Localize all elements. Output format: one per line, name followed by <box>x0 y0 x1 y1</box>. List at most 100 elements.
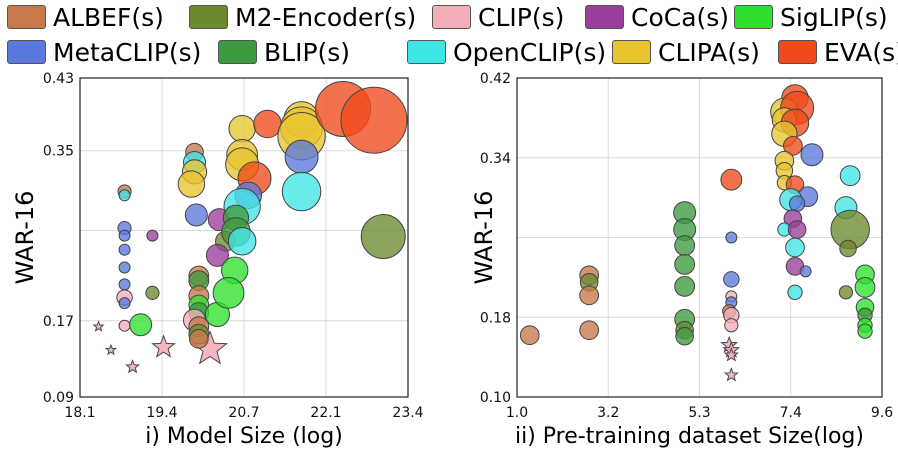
data-point <box>284 139 319 174</box>
legend-item: SigLIP(s) <box>734 2 888 32</box>
data-point <box>227 227 257 256</box>
x-tick-label: 22.1 <box>310 405 341 421</box>
legend-swatch <box>407 40 446 64</box>
data-point <box>519 325 540 346</box>
legend-item: CoCa(s) <box>585 2 729 32</box>
x-tick-label: 19.4 <box>146 405 177 421</box>
data-point <box>724 318 739 333</box>
x-tick-label: 5.3 <box>688 405 710 421</box>
x-tick-label: 1.0 <box>506 405 528 421</box>
legend-label: CLIP(s) <box>478 2 565 32</box>
legend-label: OpenCLIP(s) <box>453 37 607 67</box>
data-point <box>838 285 854 300</box>
x-axis-label: ii) Pre-training dataset Size(log) <box>515 424 864 449</box>
data-point <box>360 214 406 260</box>
data-point <box>674 235 696 256</box>
x-tick-label: 20.7 <box>228 405 259 421</box>
legend-label: BLIP(s) <box>264 37 351 67</box>
legend-label: SigLIP(s) <box>780 2 888 32</box>
data-point <box>720 168 743 191</box>
legend-swatch <box>612 40 651 64</box>
legend-item: CLIPA(s) <box>612 37 760 67</box>
x-tick-label: 18.1 <box>64 405 95 421</box>
legend-label: CoCa(s) <box>631 2 730 32</box>
data-point <box>579 285 600 306</box>
legend-swatch <box>432 5 471 29</box>
chart-panel-1: 18.1 19.4 20.7 22.1 23.4 0.09 0.17 0.35 0.43 i) M… <box>11 71 424 449</box>
legend-swatch <box>778 40 817 64</box>
y-axis-label: WAR-16 <box>11 191 39 285</box>
data-point <box>787 220 807 239</box>
legend-swatch <box>7 40 46 64</box>
data-point <box>184 203 208 227</box>
data-point <box>857 323 873 339</box>
data-point <box>675 326 694 346</box>
x-tick-label: 7.4 <box>780 405 802 421</box>
data-point-star <box>104 343 118 356</box>
y-tick-label: 0.42 <box>480 71 511 87</box>
legend-item: CLIP(s) <box>432 2 564 32</box>
data-point-star <box>723 347 739 362</box>
data-point <box>839 165 861 187</box>
data-point <box>177 170 206 198</box>
legend-swatch <box>189 5 228 29</box>
data-point <box>129 313 153 337</box>
x-axis-label: i) Model Size (log) <box>145 424 343 449</box>
data-point <box>723 271 740 288</box>
legend-label: MetaCLIP(s) <box>53 37 202 67</box>
data-point <box>839 239 857 258</box>
x-tick-label: 3.2 <box>597 405 619 421</box>
data-point <box>118 319 131 332</box>
data-point-star <box>723 367 739 382</box>
y-tick-label: 0.17 <box>43 314 74 330</box>
data-point <box>787 284 803 300</box>
data-point <box>188 328 209 349</box>
y-tick-label: 0.34 <box>480 151 511 167</box>
legend-label: ALBEF(s) <box>53 2 164 32</box>
data-point <box>854 276 876 298</box>
plot-frame <box>516 77 883 398</box>
y-tick-label: 0.18 <box>480 310 511 326</box>
data-point <box>145 285 160 300</box>
data-point <box>205 243 229 267</box>
data-point <box>788 195 806 212</box>
legend-item: MetaCLIP(s) <box>7 37 201 67</box>
data-point <box>253 109 282 139</box>
y-axis-label: WAR-16 <box>470 191 498 285</box>
data-point <box>212 276 245 309</box>
x-tick-label: 9.6 <box>871 405 893 421</box>
legend: ALBEF(s) M2-Encoder(s) CLIP(s) CoCa(s) SigLI… <box>0 0 898 80</box>
chart-panel-2: 1.0 3.2 5.3 7.4 9.6 0.10 0.18 0.34 0.42 ii) Pre-t… <box>470 71 893 449</box>
data-point <box>228 114 256 143</box>
y-tick-label: 0.43 <box>43 71 74 87</box>
legend-item: BLIP(s) <box>218 37 350 67</box>
data-point <box>340 86 408 154</box>
legend-swatch <box>218 40 257 64</box>
data-point <box>118 278 131 291</box>
y-tick-label: 0.09 <box>43 390 74 406</box>
data-point <box>146 229 159 242</box>
legend-label: CLIPA(s) <box>658 37 760 67</box>
data-point <box>118 243 131 256</box>
plot-frame <box>79 77 409 398</box>
y-tick-label: 0.35 <box>43 144 74 160</box>
data-point <box>118 229 131 242</box>
legend-swatch <box>734 5 773 29</box>
legend-item: EVA(s) <box>778 37 898 67</box>
legend-item: ALBEF(s) <box>7 2 164 32</box>
data-point <box>800 143 824 167</box>
legend-item: M2-Encoder(s) <box>189 2 416 32</box>
data-point <box>783 135 803 156</box>
x-tick-label: 23.4 <box>392 405 423 421</box>
data-point <box>281 171 322 212</box>
data-point <box>118 297 131 310</box>
data-point <box>725 231 738 244</box>
data-point <box>674 275 696 297</box>
data-point <box>799 265 812 278</box>
data-point-star <box>125 359 141 374</box>
data-point <box>674 254 696 275</box>
legend-label: EVA(s) <box>824 37 898 67</box>
legend-swatch <box>585 5 624 29</box>
data-point <box>785 237 805 258</box>
